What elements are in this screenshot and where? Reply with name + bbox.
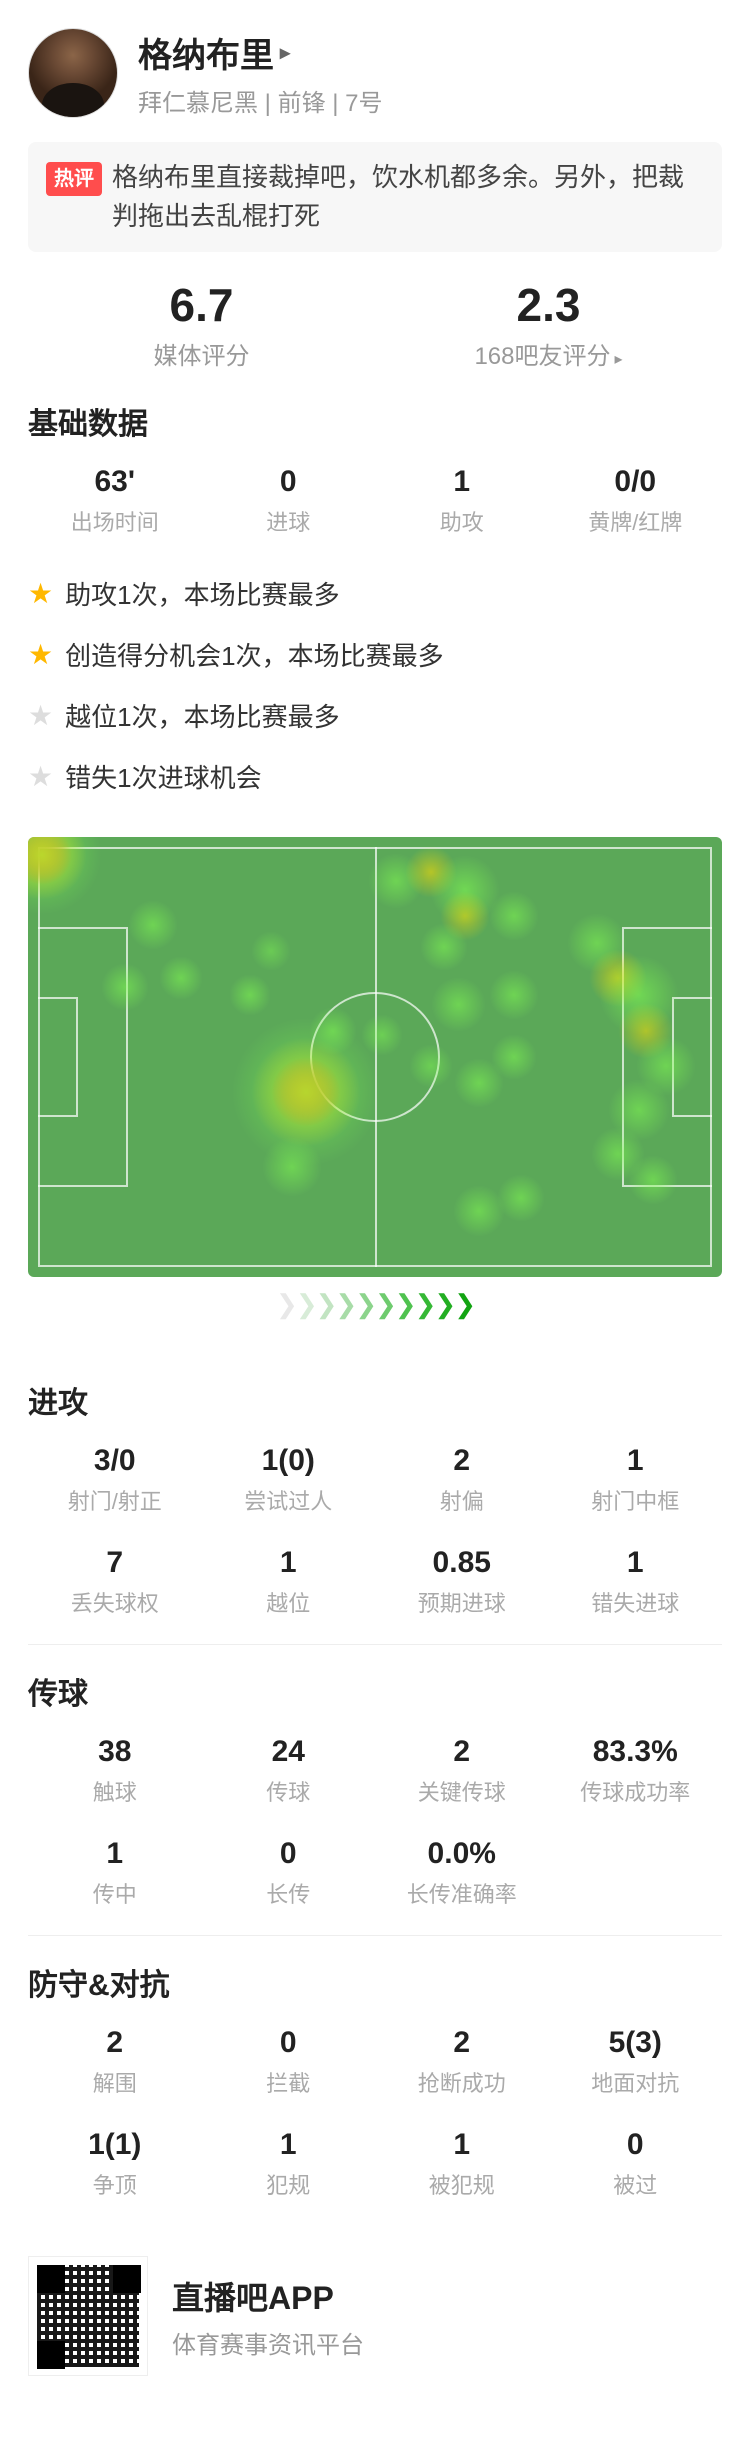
direction-chevrons: ❯❯❯❯❯❯❯❯❯❯ [0, 1289, 750, 1320]
stat-item: 2解围 [28, 2026, 202, 2098]
passing-title: 传球 [28, 1669, 722, 1713]
stat-item: 0拦截 [202, 2026, 376, 2098]
stat-item: 1(0)尝试过人 [202, 1444, 376, 1516]
stat-item: 1越位 [202, 1546, 376, 1618]
stat-item: 1(1)争顶 [28, 2128, 202, 2200]
stat-item: 0/0黄牌/红牌 [549, 465, 723, 537]
stat-item: 2射偏 [375, 1444, 549, 1516]
ratings-row: 6.7 媒体评分 2.3 168吧友评分 [28, 278, 722, 371]
stat-item: 0被过 [549, 2128, 723, 2200]
stat-item: 1射门中框 [549, 1444, 723, 1516]
stat-item: 3/0射门/射正 [28, 1444, 202, 1516]
hot-comment[interactable]: 热评 格纳布里直接裁掉吧，饮水机都多余。另外，把裁判拖出去乱棍打死 [28, 142, 722, 252]
stat-item: 1错失进球 [549, 1546, 723, 1618]
stat-item: 1助攻 [375, 465, 549, 537]
stat-item: 1犯规 [202, 2128, 376, 2200]
stat-item: 83.3%传球成功率 [549, 1735, 723, 1807]
stat-item: 5(3)地面对抗 [549, 2026, 723, 2098]
highlights-list: ★助攻1次，本场比赛最多★创造得分机会1次，本场比赛最多★越位1次，本场比赛最多… [28, 563, 722, 807]
defense-stats-grid: 2解围0拦截2抢断成功5(3)地面对抗 1(1)争顶1犯规1被犯规0被过 [28, 2026, 722, 2200]
stat-item: 2关键传球 [375, 1735, 549, 1807]
highlight-item: ★创造得分机会1次，本场比赛最多 [28, 624, 722, 685]
stat-item: 0.0%长传准确率 [375, 1837, 549, 1909]
stat-item: 7丢失球权 [28, 1546, 202, 1618]
app-footer[interactable]: 直播吧APP 体育赛事资讯平台 [0, 2226, 750, 2416]
app-desc: 体育赛事资讯平台 [172, 2325, 364, 2360]
star-icon: ★ [28, 699, 53, 732]
basic-stats-grid: 63'出场时间0进球1助攻0/0黄牌/红牌 [28, 465, 722, 537]
highlight-item: ★错失1次进球机会 [28, 746, 722, 807]
star-icon: ★ [28, 577, 53, 610]
comment-text: 格纳布里直接裁掉吧，饮水机都多余。另外，把裁判拖出去乱棍打死 [112, 158, 704, 236]
player-subtitle: 拜仁慕尼黑 | 前锋 | 7号 [138, 83, 383, 118]
stat-item: 63'出场时间 [28, 465, 202, 537]
stat-item: 38触球 [28, 1735, 202, 1807]
highlight-item: ★越位1次，本场比赛最多 [28, 685, 722, 746]
highlight-item: ★助攻1次，本场比赛最多 [28, 563, 722, 624]
star-icon: ★ [28, 760, 53, 793]
star-icon: ★ [28, 638, 53, 671]
attack-stats-grid: 3/0射门/射正1(0)尝试过人2射偏1射门中框 7丢失球权1越位0.85预期进球… [28, 1444, 722, 1618]
stat-item: 2抢断成功 [375, 2026, 549, 2098]
player-avatar [28, 28, 118, 118]
stat-item: 1传中 [28, 1837, 202, 1909]
attack-title: 进攻 [28, 1378, 722, 1422]
stat-item: 24传球 [202, 1735, 376, 1807]
pitch-lines [28, 837, 722, 1277]
defense-title: 防守&对抗 [28, 1960, 722, 2004]
stat-item: 0长传 [202, 1837, 376, 1909]
basic-title: 基础数据 [28, 399, 722, 443]
fans-rating[interactable]: 2.3 168吧友评分 [375, 278, 722, 371]
player-header[interactable]: 格纳布里 拜仁慕尼黑 | 前锋 | 7号 [28, 28, 722, 118]
hot-tag: 热评 [46, 162, 102, 196]
qr-code [28, 2256, 148, 2376]
stat-item: 0进球 [202, 465, 376, 537]
stat-item: 0.85预期进球 [375, 1546, 549, 1618]
media-rating: 6.7 媒体评分 [28, 278, 375, 371]
passing-stats-grid: 38触球24传球2关键传球83.3%传球成功率 1传中0长传0.0%长传准确率 [28, 1735, 722, 1909]
stat-item: 1被犯规 [375, 2128, 549, 2200]
app-name: 直播吧APP [172, 2273, 364, 2319]
player-name: 格纳布里 [138, 28, 383, 77]
heatmap[interactable] [28, 837, 722, 1277]
